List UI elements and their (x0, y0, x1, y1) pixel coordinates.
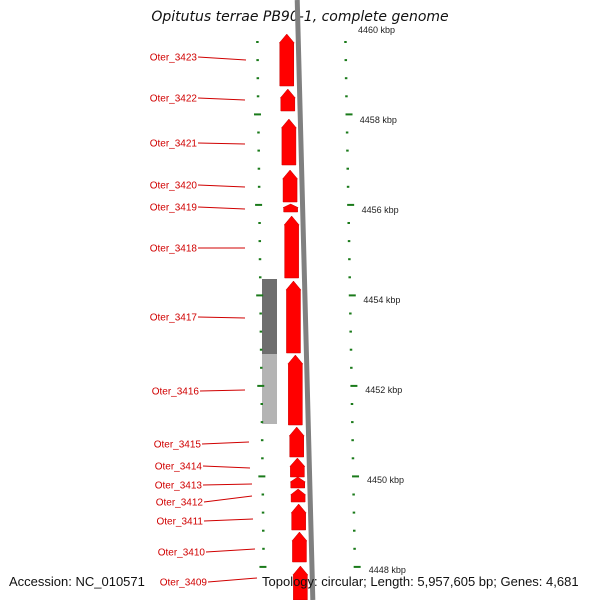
leader-line (207, 577, 258, 583)
gene-arrow (282, 169, 299, 203)
gene-arrow (283, 203, 299, 213)
gene-label: Oter_3419 (150, 203, 198, 214)
gene-arrow (280, 118, 297, 166)
leader-line (201, 441, 250, 445)
gene-arrow (290, 503, 307, 531)
gene-label: Oter_3411 (156, 517, 203, 528)
leader-line (197, 316, 246, 319)
gene-arrow (287, 354, 304, 426)
leader-line (202, 465, 251, 469)
leader-line (205, 548, 256, 553)
leader-line (197, 97, 246, 101)
leader-line (197, 206, 246, 210)
gene-arrow (279, 88, 296, 112)
scale-label: 4458 kbp (360, 115, 397, 125)
leader-line (203, 518, 254, 522)
gene-label: Oter_3412 (156, 498, 204, 509)
gene-arrow (292, 565, 309, 600)
gene-label: Oter_3413 (155, 481, 203, 492)
gene-label: Oter_3423 (150, 53, 198, 64)
gene-label: Oter_3418 (150, 244, 198, 255)
gene-arrow (289, 488, 307, 503)
accession-text: Accession: NC_010571 (9, 574, 145, 589)
gene-arrow (291, 531, 308, 563)
gene-label: Oter_3415 (154, 440, 202, 451)
gene-label: Oter_3422 (150, 94, 198, 105)
gene-arrow (289, 476, 307, 489)
highlight-region-dark (262, 279, 277, 354)
gene-arrow (278, 33, 295, 87)
leader-line (202, 483, 253, 486)
scale-label: 4456 kbp (362, 205, 399, 215)
gene-label: Oter_3417 (150, 313, 198, 324)
scale-label: 4454 kbp (363, 295, 400, 305)
highlight-region-light (262, 354, 277, 424)
genome-backbone (294, 0, 316, 600)
gene-label: Oter_3409 (160, 578, 208, 589)
gene-arrow (285, 280, 302, 354)
gene-label: Oter_3410 (158, 548, 206, 559)
gene-label: Oter_3420 (150, 181, 198, 192)
leader-line (199, 389, 246, 392)
gene-arrow (289, 457, 306, 478)
leader-line (203, 495, 253, 503)
scale-label: 4452 kbp (365, 385, 402, 395)
scale-label: 4450 kbp (367, 475, 404, 485)
leader-line (197, 142, 246, 145)
gene-label: Oter_3416 (152, 387, 200, 398)
gene-arrow (283, 215, 300, 279)
gene-arrow (288, 426, 305, 458)
leader-line (197, 184, 246, 188)
gene-label: Oter_3414 (155, 462, 203, 473)
scale-label: 4448 kbp (369, 565, 406, 575)
leader-line (197, 56, 247, 61)
topology-text: Topology: circular; Length: 5,957,605 bp… (262, 574, 579, 589)
gene-label: Oter_3421 (150, 139, 198, 150)
scale-label: 4460 kbp (358, 25, 395, 35)
